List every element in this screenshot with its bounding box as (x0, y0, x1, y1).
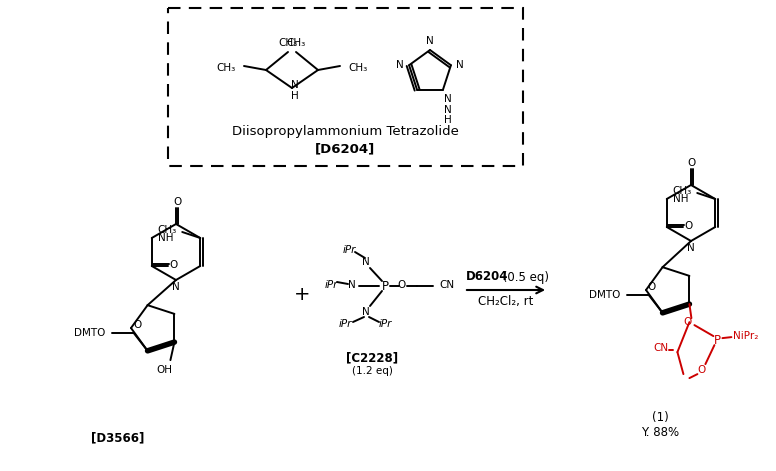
Text: CH₃: CH₃ (673, 186, 692, 196)
Text: P: P (382, 279, 389, 292)
Text: CN: CN (439, 280, 455, 290)
Text: Y. 88%: Y. 88% (641, 425, 679, 439)
Text: H: H (444, 115, 452, 125)
Text: N: N (444, 105, 452, 115)
Text: N: N (397, 60, 404, 70)
Text: (1.2 eq): (1.2 eq) (352, 366, 393, 376)
Text: D6204: D6204 (466, 270, 508, 284)
Text: DMTO: DMTO (589, 290, 620, 300)
Text: N: N (291, 80, 299, 90)
Text: DMTO: DMTO (74, 328, 106, 338)
Text: N: N (444, 94, 452, 104)
Text: N: N (687, 243, 695, 253)
Text: O: O (133, 320, 141, 330)
Text: O: O (684, 221, 693, 231)
Text: P: P (714, 333, 721, 347)
Text: N: N (456, 60, 464, 70)
Text: (0.5 eq): (0.5 eq) (499, 270, 549, 284)
Text: iPr: iPr (324, 280, 338, 290)
Text: O: O (398, 280, 406, 290)
Text: CH₃: CH₃ (286, 38, 306, 48)
Text: O: O (688, 158, 696, 168)
Text: CH₂Cl₂, rt: CH₂Cl₂, rt (478, 295, 534, 309)
Text: CH₃: CH₃ (158, 225, 177, 235)
Text: +: + (294, 285, 310, 304)
Text: iPr: iPr (342, 245, 355, 255)
Text: N: N (348, 280, 356, 290)
Text: CH₃: CH₃ (348, 63, 368, 73)
Text: O: O (170, 260, 178, 270)
Text: N: N (426, 36, 434, 46)
Text: O: O (684, 317, 691, 327)
Text: [D6204]: [D6204] (315, 143, 375, 155)
Text: H: H (291, 91, 299, 101)
Text: Diisopropylammonium Tetrazolide: Diisopropylammonium Tetrazolide (231, 125, 459, 138)
Text: O: O (648, 282, 656, 292)
Text: CH₃: CH₃ (279, 38, 298, 48)
Text: iPr: iPr (379, 319, 392, 329)
Text: CN: CN (654, 343, 669, 353)
Text: [D3566]: [D3566] (92, 431, 144, 445)
Text: [C2228]: [C2228] (346, 351, 398, 365)
Text: OH: OH (157, 365, 172, 375)
Text: N⁠​iPr₂: N⁠​iPr₂ (733, 331, 758, 341)
Text: iPr: iPr (338, 319, 352, 329)
Text: CH₃: CH₃ (217, 63, 236, 73)
Text: O: O (698, 365, 705, 375)
Text: N: N (172, 282, 180, 292)
Text: NH: NH (158, 233, 174, 243)
Text: N: N (362, 307, 370, 317)
Text: O: O (173, 197, 181, 207)
Text: NH: NH (673, 194, 688, 204)
FancyBboxPatch shape (168, 8, 523, 166)
Text: N: N (362, 257, 370, 267)
Text: (1): (1) (652, 412, 668, 424)
